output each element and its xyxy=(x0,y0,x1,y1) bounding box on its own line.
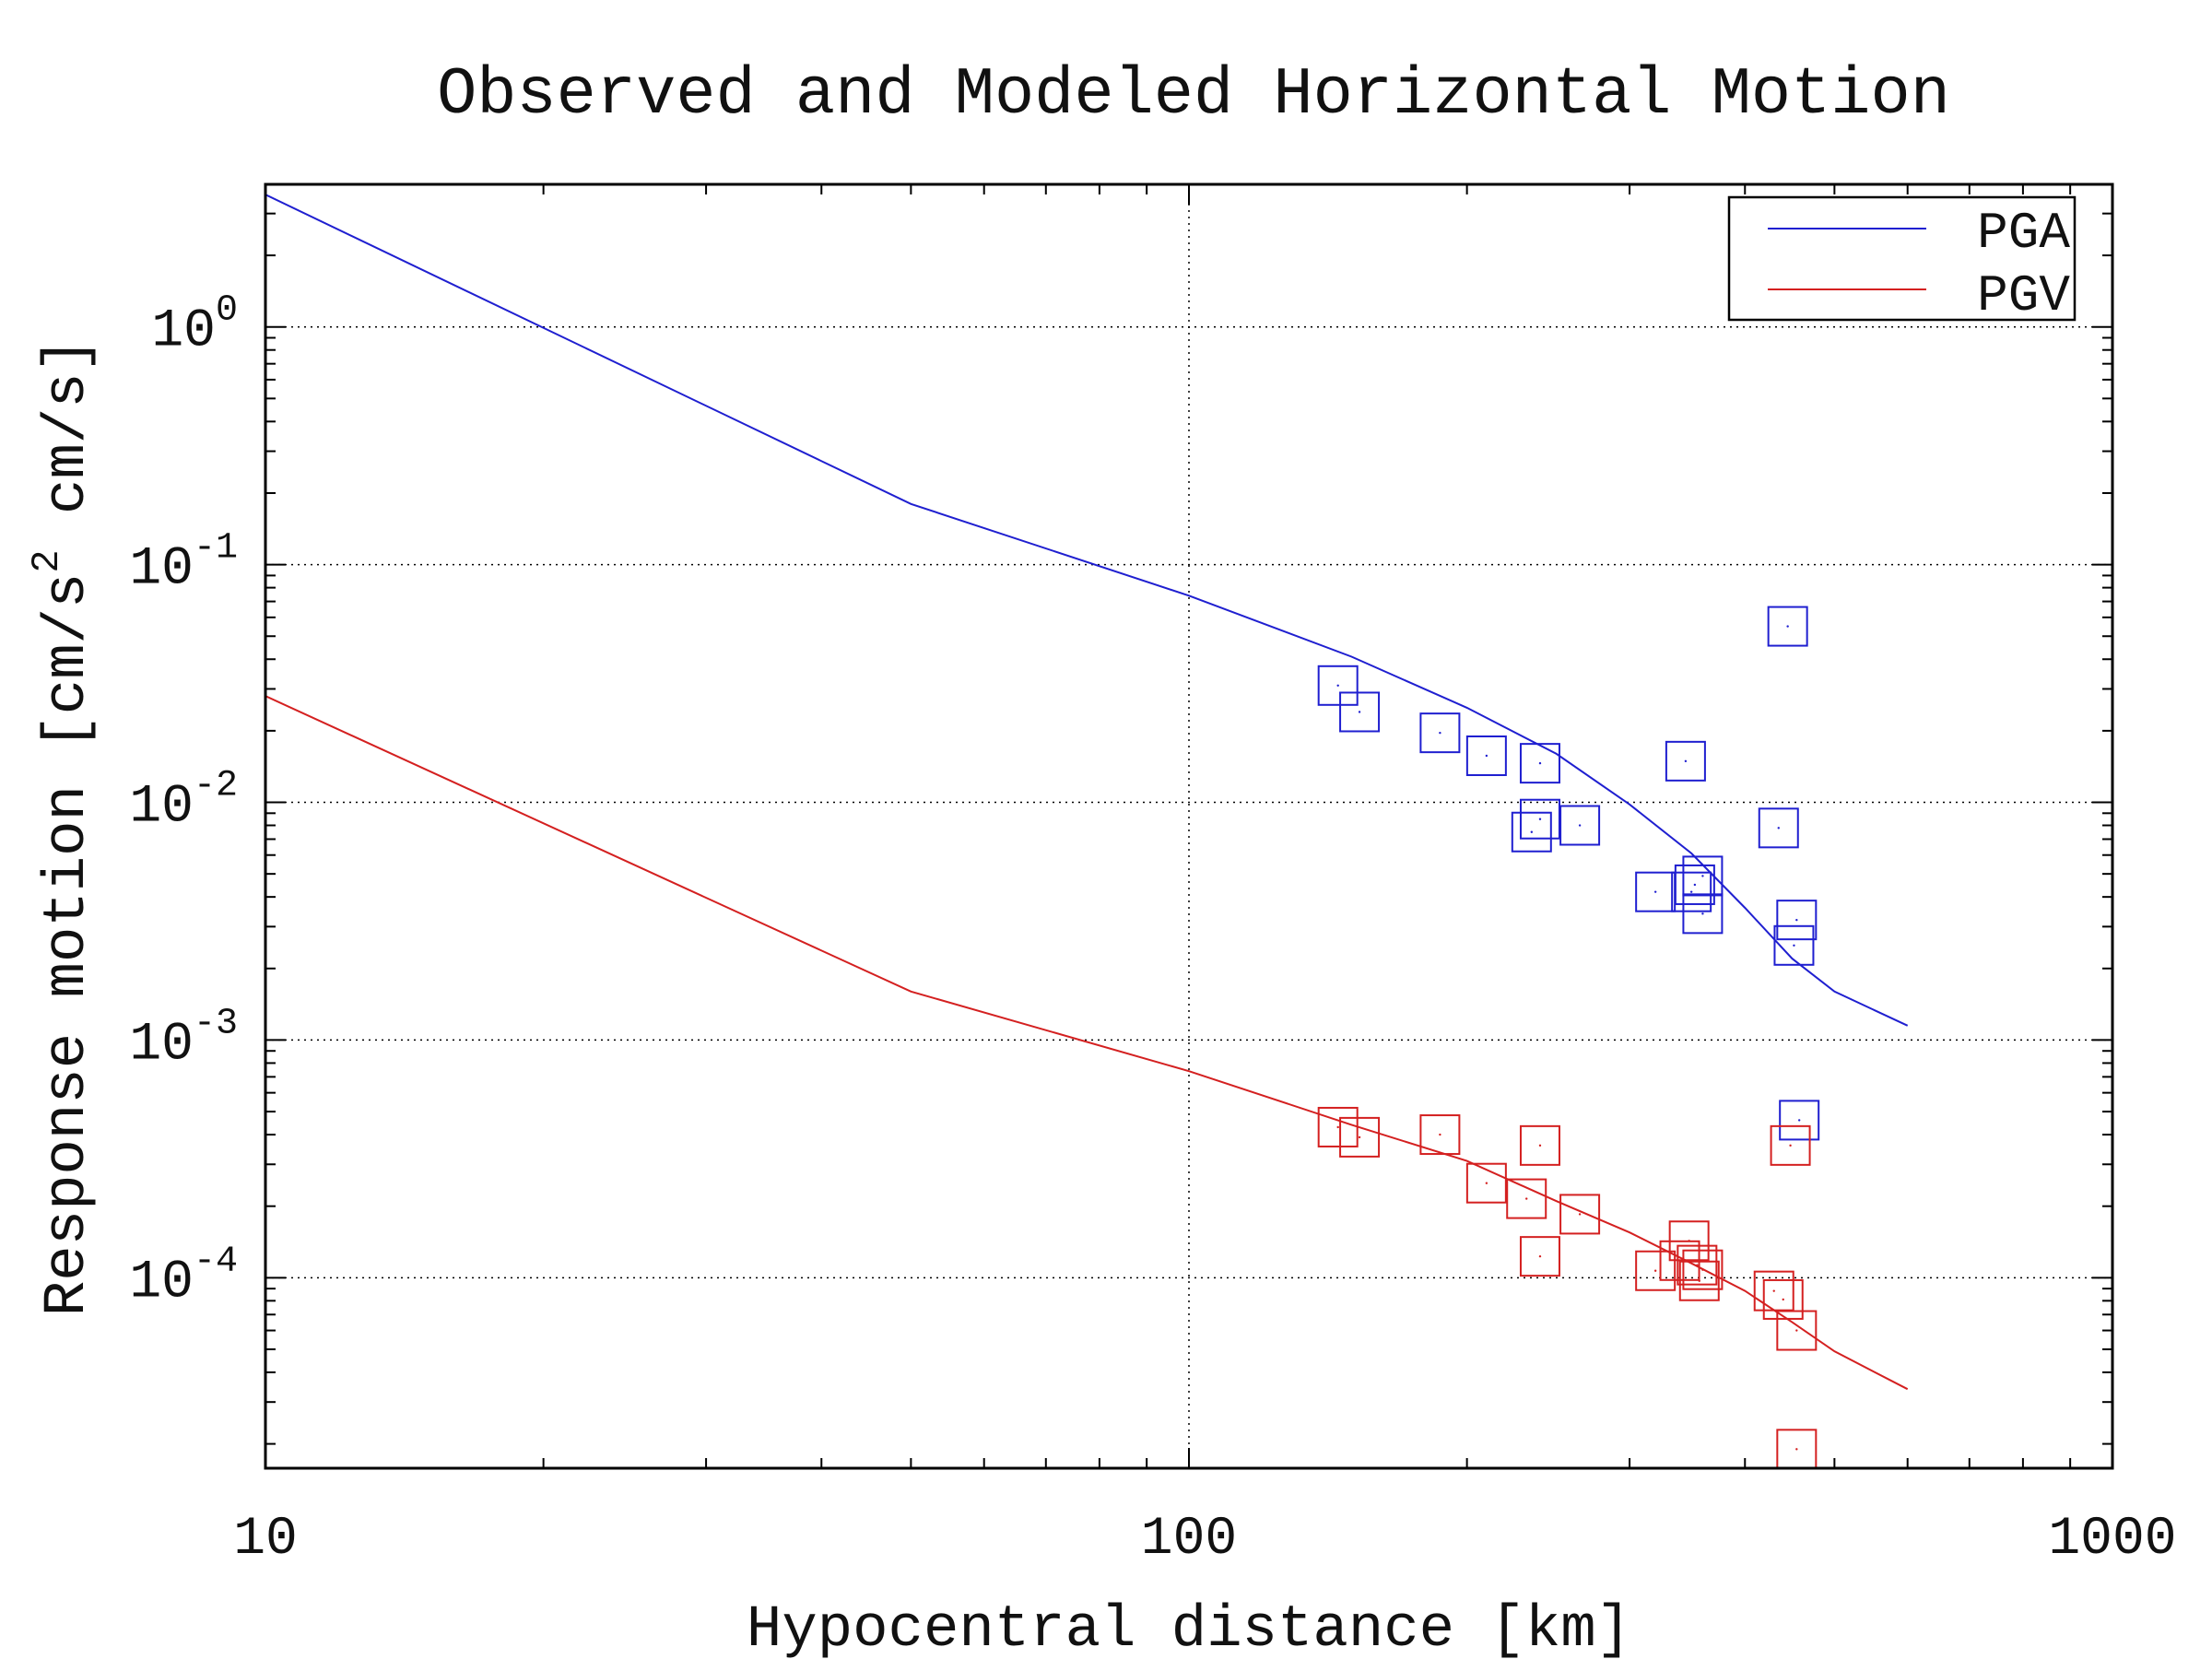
pgv-observed-point xyxy=(1538,1254,1542,1258)
pgv-observed-point xyxy=(1538,1144,1542,1147)
pga-observed-marker xyxy=(1773,924,1815,966)
pga-observed-point xyxy=(1336,684,1339,687)
pga-observed-marker xyxy=(1682,855,1724,897)
x-tick-label: 100 xyxy=(1141,1510,1237,1570)
chart-title: Observed and Modeled Horizontal Motion xyxy=(437,57,1950,133)
pgv-observed-marker xyxy=(1677,1244,1718,1286)
pgv-observed-point xyxy=(1688,1240,1690,1242)
pgv-observed-point xyxy=(1439,1133,1441,1136)
pga-observed-point xyxy=(1689,890,1693,893)
x-tick-labels: 10 100 1000 xyxy=(233,1510,2176,1570)
pga-observed-marker xyxy=(1779,1100,1820,1141)
pga-observed-point xyxy=(1684,759,1688,763)
pga-observed-point xyxy=(1701,912,1704,915)
pgv-observed-point xyxy=(1653,1269,1657,1272)
pgv-observed-point xyxy=(1578,1213,1582,1216)
pgv-observed-point xyxy=(1485,1182,1488,1184)
pga-observed-point xyxy=(1797,1119,1801,1122)
pga-observed-point xyxy=(1793,944,1795,947)
pgv-observed-point xyxy=(1698,1279,1700,1282)
pga-observed-point xyxy=(1701,875,1704,877)
pgv-observed-marker xyxy=(1559,1194,1601,1235)
pgv-observed-point xyxy=(1701,1268,1704,1271)
pgv-observed-marker xyxy=(1339,1116,1381,1158)
pga-observed-marker xyxy=(1519,798,1560,840)
pgv-observed-marker xyxy=(1317,1106,1359,1147)
y-tick-label: 10-3 xyxy=(129,1003,238,1075)
pgv-observed-point xyxy=(1772,1289,1775,1292)
pga-observed-point xyxy=(1358,711,1361,713)
pga-observed-marker xyxy=(1758,807,1799,849)
pgv-observed-marker xyxy=(1678,1260,1720,1301)
y-tick-label: 10-2 xyxy=(129,766,238,838)
y-axis-label-main: Response motion [cm/s xyxy=(35,573,101,1317)
pga-observed-point xyxy=(1538,818,1542,820)
pgv-observed-point xyxy=(1789,1144,1792,1147)
minor-tick-marks xyxy=(265,184,2112,1468)
pgv-observed-point xyxy=(1525,1197,1528,1200)
legend-box xyxy=(1727,195,2077,322)
pgv-model-line xyxy=(265,695,1909,1391)
pga-observed-marker xyxy=(1682,893,1724,935)
x-axis-label: Hypocentral distance [km] xyxy=(747,1597,1631,1659)
x-tick-label: 10 xyxy=(233,1510,298,1570)
pga-observed-marker xyxy=(1419,712,1461,754)
pgv-observed-point xyxy=(1795,1329,1798,1332)
y-axis-label-exponent: 2 xyxy=(25,549,69,572)
pga-observed-marker xyxy=(1665,740,1706,782)
pga-observed-point xyxy=(1530,830,1534,833)
pga-observed-point xyxy=(1485,754,1488,758)
pga-observed-point xyxy=(1777,827,1780,830)
pgv-observed-marker xyxy=(1753,1270,1794,1312)
pgv-observed-marker xyxy=(1776,1310,1818,1351)
pgv-observed-point xyxy=(1795,1448,1798,1451)
pga-observed-point xyxy=(1795,918,1798,922)
marker-layer xyxy=(1317,606,1820,1470)
pga-observed-point xyxy=(1693,883,1697,887)
pga-observed-marker xyxy=(1339,691,1381,733)
legend-label-pga: PGA xyxy=(1977,204,2070,263)
pgv-observed-point xyxy=(1696,1264,1699,1266)
pgv-observed-marker xyxy=(1770,1124,1811,1166)
pgv-observed-marker xyxy=(1506,1178,1547,1219)
pgv-observed-point xyxy=(1336,1125,1339,1129)
y-tick-label: 100 xyxy=(151,290,238,362)
pga-observed-marker xyxy=(1519,743,1560,784)
pgv-observed-marker xyxy=(1668,1220,1710,1262)
pgv-observed-marker xyxy=(1419,1114,1461,1156)
pga-observed-point xyxy=(1653,890,1657,893)
pga-observed-marker xyxy=(1465,735,1507,776)
y-axis-label-rest: cm/s] xyxy=(35,337,101,549)
pga-observed-marker xyxy=(1767,606,1808,647)
pga-observed-marker xyxy=(1559,805,1601,846)
legend-label-pgv: PGV xyxy=(1977,266,2070,325)
pga-observed-marker xyxy=(1674,864,1715,905)
pgv-observed-marker xyxy=(1519,1236,1560,1277)
plot-frame xyxy=(264,182,2114,1470)
grid-lines xyxy=(265,184,2112,1468)
pga-observed-point xyxy=(1538,761,1542,765)
pgv-observed-marker xyxy=(1762,1278,1804,1320)
y-tick-label: 10-4 xyxy=(129,1241,238,1312)
pga-observed-point xyxy=(1439,731,1441,735)
y-tick-label: 10-1 xyxy=(129,528,238,600)
pgv-observed-point xyxy=(1782,1298,1784,1301)
pga-observed-marker xyxy=(1317,665,1359,706)
legend: PGA PGV xyxy=(1727,195,2077,325)
pga-observed-marker xyxy=(1511,811,1552,853)
y-tick-labels: 100 10-1 10-2 10-3 10-4 xyxy=(129,290,238,1313)
pga-observed-marker xyxy=(1671,871,1712,912)
x-tick-label: 1000 xyxy=(2048,1510,2176,1570)
pga-observed-marker xyxy=(1776,900,1818,941)
pgv-observed-point xyxy=(1358,1135,1361,1139)
y-axis-label: Response motion [cm/s2 cm/s] xyxy=(25,337,101,1316)
pga-observed-point xyxy=(1786,625,1789,628)
pga-observed-point xyxy=(1578,824,1582,827)
pgv-observed-marker xyxy=(1465,1162,1507,1204)
pgv-observed-marker xyxy=(1635,1250,1677,1291)
pgv-observed-marker xyxy=(1519,1124,1560,1166)
pgv-observed-marker xyxy=(1682,1249,1724,1290)
